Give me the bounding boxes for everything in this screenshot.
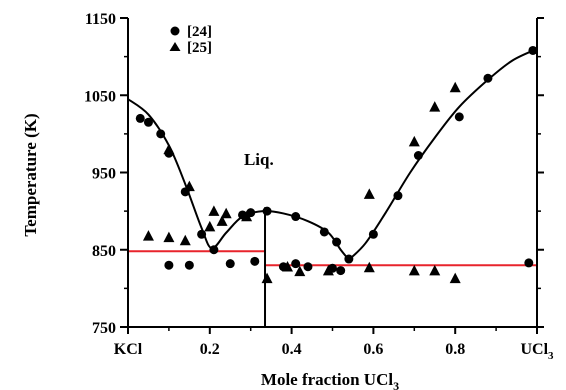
data-point-circle [483,73,493,83]
data-point-circle [262,206,272,216]
y-tick-label: 1150 [85,11,116,28]
data-point-circle [413,151,423,161]
x-tick-label-text: 0.4 [282,341,302,358]
data-point-triangle [241,210,253,222]
x-tick-label: 0.4 [282,341,302,358]
data-point-triangle [261,272,273,284]
data-point-triangle [294,265,306,277]
data-point-triangle [282,260,294,272]
data-point-circle [156,129,166,139]
y-tick-label: 1050 [84,88,116,105]
data-point-triangle [363,261,375,273]
legend-circle-marker [170,26,180,36]
data-point-triangle [220,207,232,219]
x-tick-label: KCl [114,341,143,358]
data-point-triangle [163,143,175,155]
x-tick-label: 0.8 [445,341,465,358]
data-point-circle [135,113,145,123]
data-point-layer [135,45,538,284]
data-point-circle [303,262,313,272]
x-tick-label-text: KCl [114,341,143,358]
liquid-region-label: Liq. [244,150,274,169]
liquidus-curve-0 [127,98,350,261]
x-tick-label-text: 0.2 [200,341,220,358]
data-point-circle [197,229,207,239]
x-tick-label-text: 0.6 [363,341,383,358]
data-point-triangle [429,101,441,112]
data-point-circle [164,260,174,270]
data-point-triangle [216,215,228,226]
legend-label-25: [25] [187,40,212,56]
x-tick-label: 0.2 [200,341,220,358]
data-point-triangle [183,180,195,192]
data-point-triangle [179,234,191,246]
data-point-circle [319,227,329,237]
data-point-triangle [408,135,420,147]
legend-label-24: [24] [187,24,212,40]
data-point-circle [524,258,534,268]
data-point-circle [344,254,354,264]
data-point-triangle [322,264,334,276]
legend-triangle-marker [169,42,181,51]
y-tick-label: 950 [92,166,116,183]
y-tick-label: 750 [92,320,116,337]
data-point-triangle [204,220,216,232]
data-point-circle [454,112,464,122]
data-point-triangle [429,264,441,276]
x-tick-label-text: 0.8 [445,341,465,358]
data-point-triangle [449,81,461,93]
data-point-circle [368,229,378,239]
data-point-circle [209,245,219,255]
data-point-circle [393,191,403,201]
data-point-triangle [408,264,420,276]
x-axis-label-subscript: 3 [393,379,399,390]
data-point-triangle [142,230,154,241]
data-point-circle [143,117,153,127]
x-axis-label-text: Mole fraction UCl [261,370,393,389]
data-point-circle [332,237,342,247]
y-tick-label: 850 [92,243,116,260]
liquidus-curve-1 [348,47,538,261]
axes-layer: KCl 0.2 0.4 0.6 0.8 UCl3 750 850 950 1050 1150 [84,11,554,362]
data-point-triangle [208,205,220,216]
data-point-triangle [163,231,175,243]
data-point-triangle [449,272,461,284]
data-point-triangle [363,188,375,199]
data-point-circle [336,266,346,276]
x-axis-label: Mole fraction UCl3 [261,370,399,390]
data-point-circle [250,256,260,266]
data-point-circle [291,259,301,269]
y-axis-label: Temperature (K) [21,113,40,236]
data-point-circle [528,45,538,55]
data-point-circle [291,212,301,222]
x-tick-label-text: UCl [520,341,548,358]
x-tick-label: UCl3 [520,341,554,362]
data-point-circle [225,259,235,269]
legend: [24] [25] [169,24,212,56]
x-tick-label-subscript: 3 [548,350,554,362]
data-point-circle [184,260,194,270]
x-tick-label: 0.6 [363,341,383,358]
